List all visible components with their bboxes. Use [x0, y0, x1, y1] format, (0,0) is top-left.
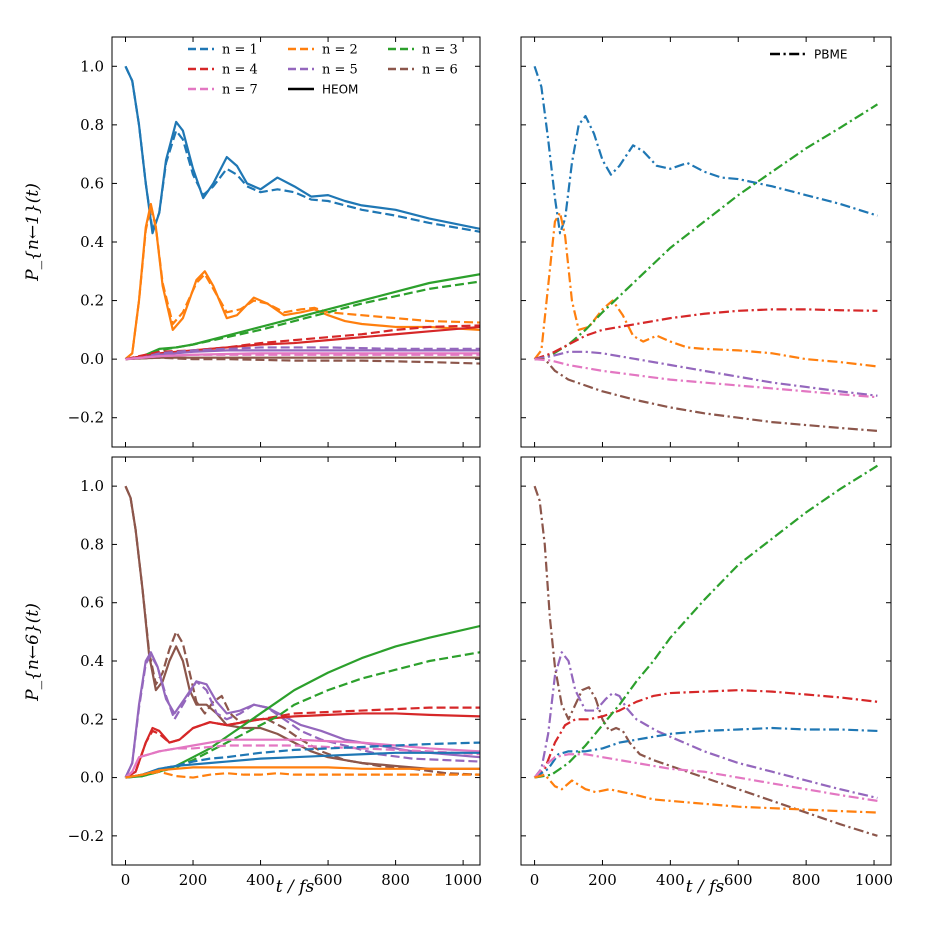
x-tick-label: 800 — [381, 871, 410, 889]
series-n2-solid — [124, 202, 480, 360]
series-n6-dashed — [125, 356, 480, 365]
panel-top-left: −0.2 0.0 0.2 0.4 0.6 0.8 1.0 — [68, 36, 481, 448]
panel-bottom-left: 0 200 400 600 800 1000 −0.2 0.0 0.2 0.4 0.6 0.8 1.0 — [68, 456, 482, 889]
x-tick-label: 600 — [314, 871, 343, 889]
legend-label-7: n = 7 — [222, 83, 258, 98]
panel-top-right — [520, 36, 892, 448]
y-tick-label: 1.0 — [80, 477, 104, 495]
panels: −0.2 0.0 0.2 0.4 0.6 0.8 1.0 0 200 400 600 800 1000 −… — [68, 36, 893, 889]
x-tick-label: 200 — [179, 871, 208, 889]
series-n6-dashdot — [533, 485, 878, 837]
series-n2-dashed — [125, 770, 480, 779]
legend-pbme: PBME — [770, 48, 847, 62]
series-n5-dashdot — [533, 651, 878, 800]
legend-label-5: n = 5 — [322, 63, 358, 78]
legend-label-2: n = 2 — [322, 43, 358, 58]
y-tick-label: 0.8 — [80, 535, 104, 553]
legend-label-3: n = 3 — [422, 43, 458, 58]
y-tick-label: 0.2 — [80, 292, 104, 310]
xlabel-left: t / fs — [276, 877, 315, 897]
series-n3-dashed — [125, 280, 480, 361]
labels: P_{n←1}(t) P_{n←6}(t) t / fs t / fs — [23, 183, 724, 897]
series-n1-dashdot — [533, 726, 878, 779]
series-n7-dashed — [124, 744, 480, 779]
y-tick-label: 0.0 — [80, 769, 104, 787]
series-n2-solid — [125, 766, 480, 779]
series-n2-dashed — [124, 205, 480, 360]
series-n3-dashdot — [534, 103, 879, 361]
series-group — [124, 65, 480, 365]
x-tick-label: 800 — [792, 871, 821, 889]
legend-label-1: n = 1 — [222, 43, 258, 58]
series-n7-dashdot — [533, 753, 878, 802]
x-tick-label: 1000 — [855, 871, 893, 889]
series-n5-dashed — [125, 346, 480, 361]
series-n1-dashdot — [533, 65, 878, 235]
series-n2-dashdot — [534, 773, 878, 814]
x-tick-label: 600 — [724, 871, 753, 889]
y-tick-label: 0.8 — [80, 116, 104, 134]
series-n3-dashdot — [534, 464, 879, 779]
ylabel-bottom: P_{n←6}(t) — [23, 603, 43, 702]
y-tick-label: 0.0 — [80, 350, 104, 368]
series-n4-dashdot — [534, 308, 878, 361]
series-n5-solid — [124, 651, 480, 779]
x-tick-label: 400 — [656, 871, 685, 889]
series-n4-dashed — [124, 706, 480, 779]
y-tick-label: 0.6 — [80, 594, 104, 612]
y-tick-label: 0.4 — [80, 652, 104, 670]
y-tick-label: 0.2 — [80, 710, 104, 728]
series-n1-solid — [125, 751, 480, 779]
legend-label-4: n = 4 — [222, 63, 258, 78]
y-tick-label: 0.4 — [80, 233, 104, 251]
series-n2-dashdot — [533, 211, 878, 368]
legend-label-pbme: PBME — [814, 48, 847, 62]
series-n6-dashed — [124, 485, 480, 776]
y-tick-label: −0.2 — [68, 827, 104, 845]
series-n1-solid — [124, 65, 480, 235]
x-tick-label: 200 — [588, 871, 617, 889]
series-n1-dashed — [124, 65, 480, 233]
x-tick-label: 0 — [530, 871, 540, 889]
series-n5-dashed — [124, 654, 480, 779]
series-n3-solid — [125, 273, 480, 361]
series-n1-dashed — [125, 741, 480, 779]
series-n6-dashdot — [534, 358, 878, 432]
y-tick-label: 1.0 — [80, 57, 104, 75]
series-group — [124, 485, 480, 779]
panel-bottom-right: 0 200 400 600 800 1000 — [520, 456, 893, 889]
x-tick-label: 1000 — [444, 871, 482, 889]
y-tick-label: 0.6 — [80, 174, 104, 192]
ylabel-top: P_{n←1}(t) — [23, 183, 43, 282]
xlabel-right: t / fs — [686, 877, 725, 897]
x-tick-label: 400 — [246, 871, 275, 889]
y-tick-label: −0.2 — [68, 409, 104, 427]
series-group — [533, 65, 879, 432]
legend-label-6: n = 6 — [422, 63, 458, 78]
legend-label-k: HEOM — [322, 83, 358, 97]
series-n7-dashdot — [534, 358, 878, 399]
legend: n = 1 n = 4 n = 7 n = 2 n = 5 HEOM n = 3 n = 6 — [188, 43, 458, 98]
series-n5-dashdot — [534, 350, 878, 397]
series-n4-dashdot — [533, 689, 878, 779]
series-group — [533, 464, 879, 837]
series-n7-dashed — [125, 353, 480, 361]
x-tick-label: 0 — [121, 871, 131, 889]
